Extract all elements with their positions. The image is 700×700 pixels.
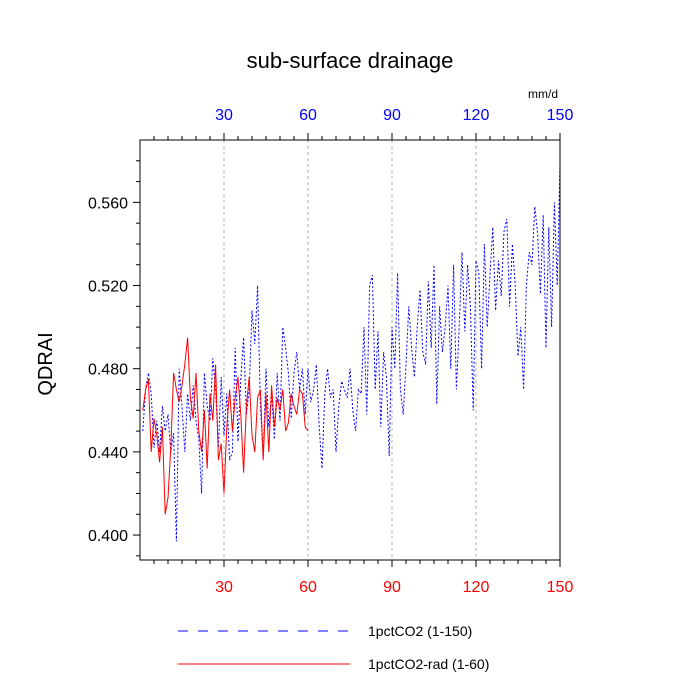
series-line-1 — [142, 337, 309, 515]
legend-label-1: 1pctCO2-rad (1-60) — [368, 656, 489, 672]
x-tick-label-bottom: 120 — [463, 579, 490, 596]
x-tick-label-bottom: 30 — [215, 579, 233, 596]
y-axis-label: QDRAI — [35, 332, 57, 395]
legend-label-0: 1pctCO2 (1-150) — [368, 623, 472, 639]
y-tick-label: 0.520 — [88, 279, 128, 296]
series-line-0 — [142, 164, 561, 542]
y-tick-label: 0.560 — [88, 195, 128, 212]
x-tick-label-bottom: 60 — [299, 579, 317, 596]
x-tick-label-top: 60 — [299, 107, 317, 124]
chart-title: sub-surface drainage — [247, 48, 454, 73]
x-tick-label-top: 90 — [383, 107, 401, 124]
x-tick-label-top: 30 — [215, 107, 233, 124]
x-tick-label-top: 120 — [463, 107, 490, 124]
x-tick-label-top: 150 — [547, 107, 574, 124]
y-tick-label: 0.400 — [88, 528, 128, 545]
x-tick-label-bottom: 150 — [547, 579, 574, 596]
y-tick-label: 0.440 — [88, 445, 128, 462]
series-layer — [142, 164, 561, 542]
units-label: mm/d — [528, 87, 558, 101]
legend: 1pctCO2 (1-150) 1pctCO2-rad (1-60) — [178, 623, 489, 672]
axes-layer: 30 30 60 60 90 90 120 120 150 150 0.400 0.440 0.480 0… — [88, 107, 573, 596]
x-tick-label-bottom: 90 — [383, 579, 401, 596]
y-tick-label: 0.480 — [88, 362, 128, 379]
plot-frame — [139, 139, 561, 561]
